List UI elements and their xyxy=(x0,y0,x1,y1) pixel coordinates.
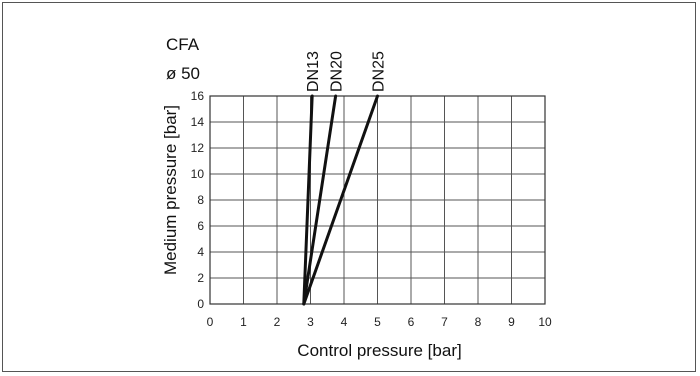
x-tick-label: 10 xyxy=(538,315,552,329)
y-tick-label: 8 xyxy=(197,193,204,207)
y-tick-label: 2 xyxy=(197,271,204,285)
x-tick-label: 6 xyxy=(408,315,415,329)
y-tick-label: 12 xyxy=(191,141,205,155)
y-tick-label: 14 xyxy=(191,115,205,129)
y-axis-label: Medium pressure [bar] xyxy=(161,105,180,275)
x-tick-label: 0 xyxy=(207,315,214,329)
x-tick-label: 4 xyxy=(341,315,348,329)
series-line-dn20 xyxy=(302,94,338,306)
x-tick-label: 8 xyxy=(475,315,482,329)
series-label-dn20: DN20 xyxy=(329,51,346,92)
x-tick-label: 1 xyxy=(240,315,247,329)
x-axis-label: Control pressure [bar] xyxy=(297,341,461,360)
y-tick-label: 16 xyxy=(191,89,205,103)
y-tick-label: 6 xyxy=(197,219,204,233)
x-tick-label: 2 xyxy=(274,315,281,329)
header-subtitle: ø 50 xyxy=(166,64,201,83)
y-tick-label: 4 xyxy=(197,245,204,259)
series-line-dn13 xyxy=(302,94,314,306)
x-tick-label: 5 xyxy=(374,315,381,329)
series-label-dn25: DN25 xyxy=(371,51,388,92)
series-line-dn25 xyxy=(302,94,379,306)
y-tick-label: 0 xyxy=(197,297,204,311)
y-tick-label: 10 xyxy=(191,167,205,181)
series-label-dn13: DN13 xyxy=(305,51,322,92)
header-title: CFA xyxy=(166,35,200,54)
x-tick-label: 3 xyxy=(307,315,314,329)
figure-frame xyxy=(2,2,696,372)
x-tick-label: 9 xyxy=(508,315,515,329)
x-tick-label: 7 xyxy=(441,315,448,329)
